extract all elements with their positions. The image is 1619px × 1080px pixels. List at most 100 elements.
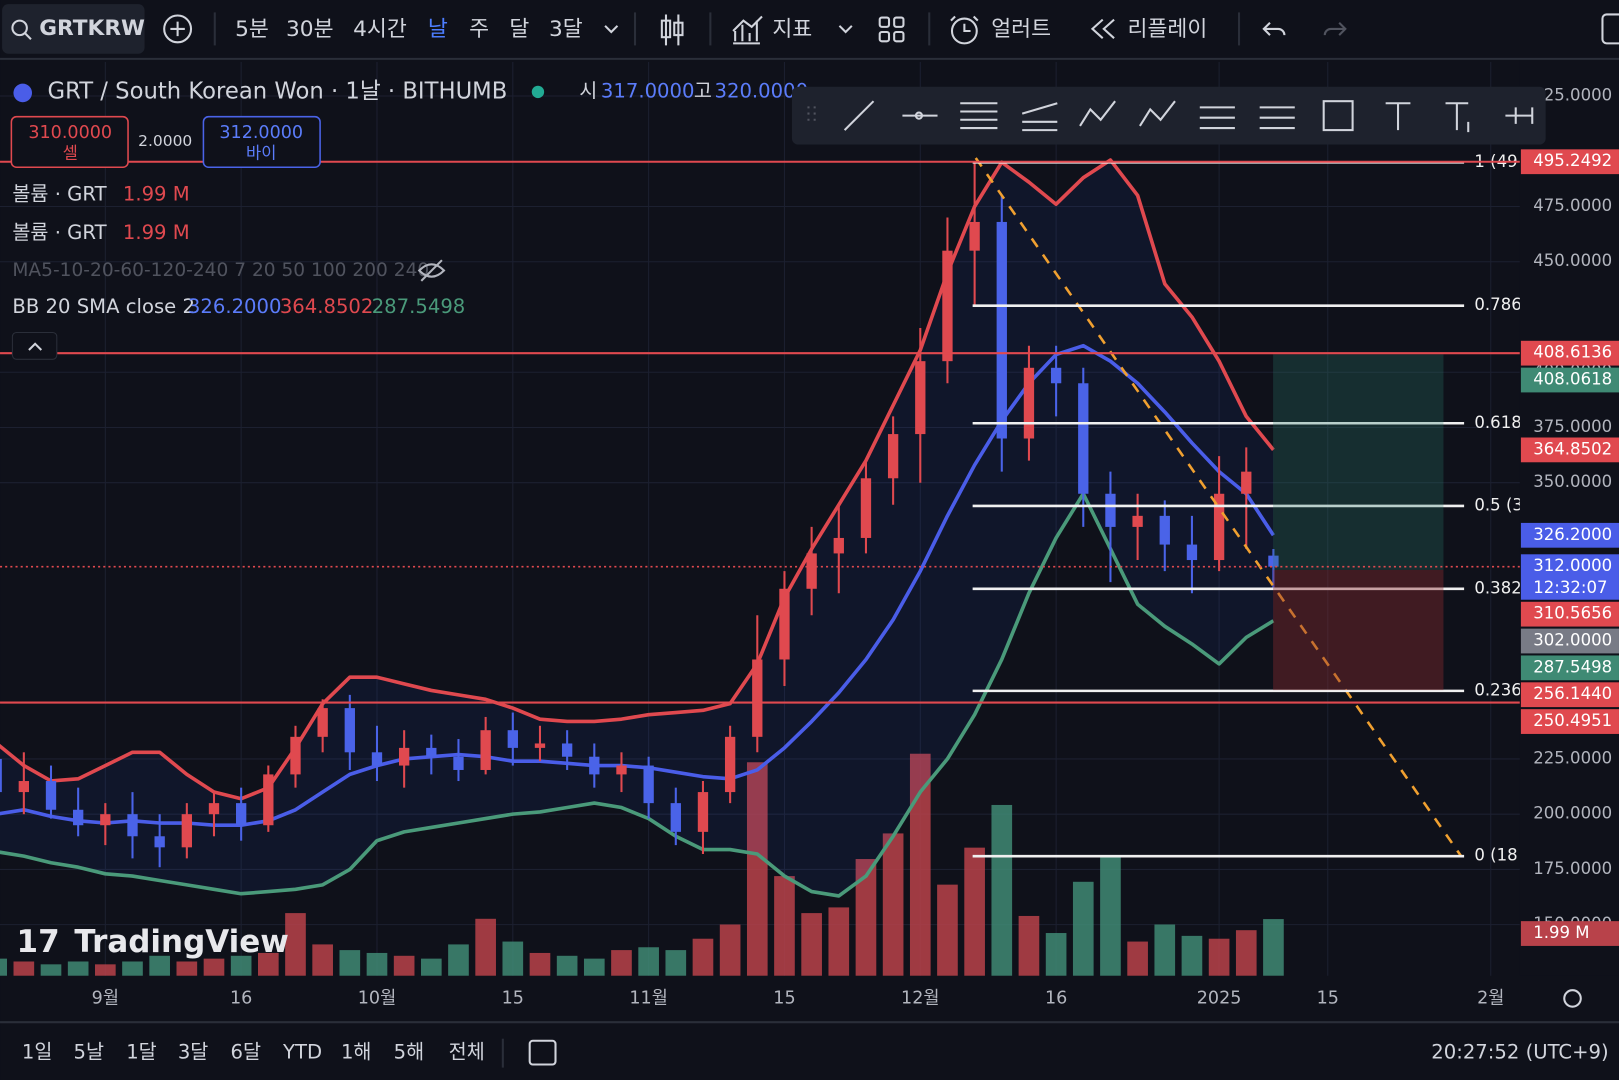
volume-bar xyxy=(1100,856,1121,976)
buy-label[interactable]: 바이 xyxy=(246,143,276,162)
sell-label[interactable]: 셀 xyxy=(63,143,78,162)
alert-button[interactable]: 얼러트 xyxy=(991,17,1051,42)
interval[interactable]: 주 xyxy=(469,17,489,42)
range-button[interactable]: YTD xyxy=(282,1041,322,1064)
tool-forecast[interactable] xyxy=(1259,106,1295,130)
indicators-button[interactable]: 지표 xyxy=(772,17,812,42)
goto-date[interactable] xyxy=(528,1039,557,1066)
candle-body xyxy=(752,659,763,737)
interval-dropdown[interactable] xyxy=(604,25,619,34)
indicator-name[interactable]: 볼륨 · GRT xyxy=(12,183,107,206)
layout-icon xyxy=(878,30,891,43)
symbol[interactable]: GRTKRW xyxy=(39,16,145,41)
chart-type-icon xyxy=(660,19,672,39)
tool-pattern[interactable] xyxy=(1079,100,1116,127)
x-tick-label: 15 xyxy=(502,988,524,1008)
interval[interactable]: 4시간 xyxy=(353,17,407,42)
add-symbol-icon xyxy=(170,21,185,37)
profit-zone[interactable] xyxy=(1273,354,1444,570)
collapse-legend[interactable] xyxy=(11,331,58,360)
trend-line[interactable] xyxy=(974,157,1463,857)
tool-position[interactable] xyxy=(1199,106,1235,130)
interval[interactable]: 5분 xyxy=(235,17,269,42)
interval[interactable]: 30분 xyxy=(286,17,334,42)
range-button[interactable]: 5날 xyxy=(74,1041,105,1064)
countdown: 12:32:07 xyxy=(1533,578,1607,597)
fib-label: 0 (18 xyxy=(1474,846,1517,865)
x-tick-label: 10월 xyxy=(358,988,396,1008)
settings-icon[interactable] xyxy=(1563,989,1582,1008)
interval-active[interactable]: 날 xyxy=(428,17,448,42)
candle-body xyxy=(426,747,437,757)
indicator-name[interactable]: BB 20 SMA close 2 xyxy=(12,295,195,318)
indicators-dropdown[interactable] xyxy=(838,25,853,34)
interval[interactable]: 달 xyxy=(509,17,529,42)
sell-button[interactable] xyxy=(10,115,129,169)
range-button[interactable]: 전체 xyxy=(449,1041,485,1064)
volume-bar xyxy=(448,944,469,976)
tool-anchored-text[interactable] xyxy=(1445,102,1470,133)
tool-rectangle[interactable] xyxy=(1322,100,1354,132)
clock[interactable]: 20:27:52 (UTC+9) xyxy=(1431,1041,1608,1064)
tool-abcd[interactable] xyxy=(1139,100,1176,127)
y-tick-label: 200.0000 xyxy=(1533,804,1612,823)
x-tick-label: 16 xyxy=(230,988,252,1008)
volume-bar xyxy=(1018,915,1040,976)
tool-text[interactable] xyxy=(1385,102,1411,131)
tool-more[interactable] xyxy=(1505,107,1534,124)
candle-body xyxy=(290,736,301,775)
volume-bar xyxy=(801,913,822,976)
candle-body xyxy=(344,708,355,753)
price-label-bg xyxy=(1520,655,1619,681)
alert-icon xyxy=(950,15,979,33)
replay-button[interactable]: 리플레이 xyxy=(1128,17,1208,42)
panel-toggle[interactable] xyxy=(1601,13,1619,45)
candle-body xyxy=(181,814,192,848)
candle-body xyxy=(670,803,681,832)
collapse-icon xyxy=(28,342,43,351)
fib-label: 0.618 xyxy=(1474,413,1521,432)
volume-bar xyxy=(909,753,931,976)
replay-icon[interactable] xyxy=(1090,18,1115,39)
range-button[interactable]: 1달 xyxy=(126,1041,157,1064)
sell-price[interactable]: 310.0000 xyxy=(28,123,112,143)
interval[interactable]: 3달 xyxy=(549,17,583,42)
indicator-name[interactable]: MA5-10-20-60-120-240 7 20 50 100 200 240 xyxy=(12,260,429,281)
range-button[interactable]: 5해 xyxy=(394,1041,425,1064)
range-button[interactable]: 3달 xyxy=(178,1041,209,1064)
price-label: 287.5498 xyxy=(1533,657,1612,676)
buy-button[interactable] xyxy=(202,115,321,169)
y-tick-label: 475.0000 xyxy=(1533,196,1612,215)
tool-trend-line[interactable] xyxy=(843,100,875,131)
candle-body xyxy=(0,758,2,793)
indicators-icon[interactable] xyxy=(732,15,763,45)
volume-bar xyxy=(1072,881,1094,976)
market-status[interactable] xyxy=(531,85,545,99)
drag-handle[interactable] xyxy=(807,106,816,121)
add-symbol[interactable] xyxy=(163,14,193,44)
range-button[interactable]: 6달 xyxy=(230,1041,261,1064)
volume-label: 1.99 M xyxy=(1533,923,1589,942)
y-tick-label: 225.0000 xyxy=(1533,748,1612,767)
redo[interactable] xyxy=(1323,21,1347,36)
layout-icon xyxy=(893,16,905,28)
volume-bar xyxy=(203,958,225,976)
loss-zone[interactable] xyxy=(1273,569,1444,691)
buy-price[interactable]: 312.0000 xyxy=(219,123,303,143)
alert-icon[interactable] xyxy=(950,17,978,45)
undo[interactable] xyxy=(1262,21,1286,36)
range-button[interactable]: 1해 xyxy=(341,1041,372,1064)
tool-fib[interactable] xyxy=(1021,102,1058,132)
range-button[interactable]: 1일 xyxy=(22,1041,53,1064)
candle-body xyxy=(45,781,57,810)
tool-parallel[interactable] xyxy=(960,102,998,130)
layout-icon[interactable] xyxy=(878,16,891,28)
indicator-value: 364.8502 xyxy=(280,295,374,318)
hidden-icon[interactable] xyxy=(417,259,446,282)
symbol-search[interactable] xyxy=(2,4,145,54)
volume-bar xyxy=(774,876,795,976)
fib-label: 0.236 xyxy=(1474,680,1521,699)
indicator-name[interactable]: 볼륨 · GRT xyxy=(12,221,107,244)
volume-bar xyxy=(1154,924,1176,976)
